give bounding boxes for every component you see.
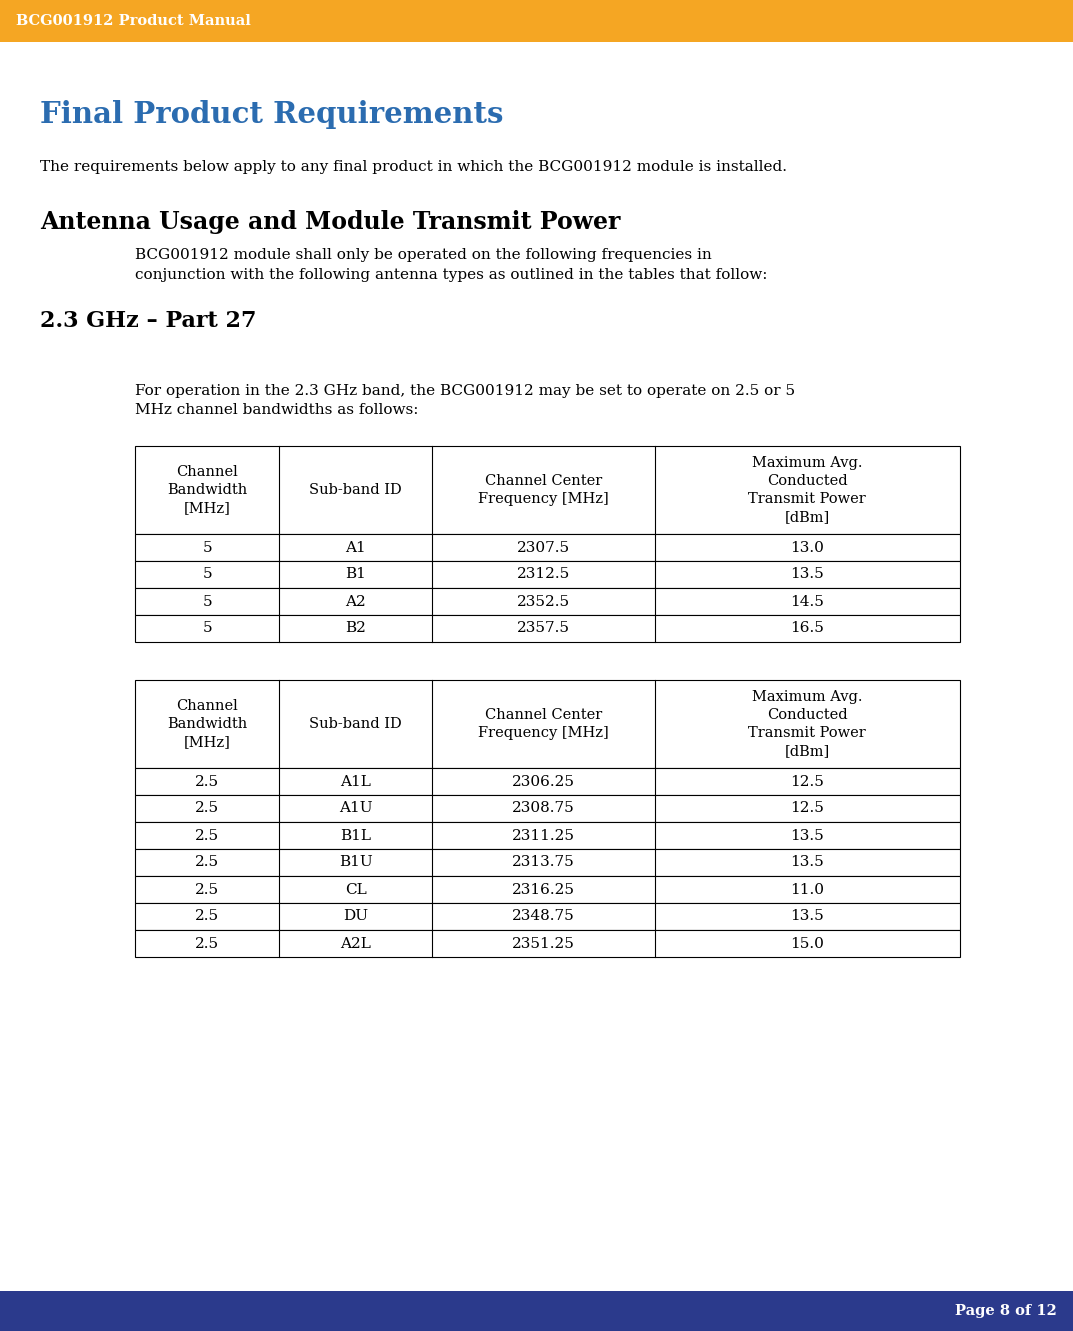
Text: DU: DU <box>343 909 368 924</box>
Text: 2308.75: 2308.75 <box>512 801 575 816</box>
Text: Final Product Requirements: Final Product Requirements <box>40 100 503 129</box>
Text: 16.5: 16.5 <box>791 622 824 635</box>
Bar <box>135 823 960 849</box>
Bar <box>135 680 960 768</box>
Bar <box>135 615 960 642</box>
Text: 12.5: 12.5 <box>791 775 824 788</box>
Bar <box>135 560 960 588</box>
Text: A1U: A1U <box>339 801 372 816</box>
Text: B1L: B1L <box>340 828 371 843</box>
Text: Maximum Avg.
Conducted
Transmit Power
[dBm]: Maximum Avg. Conducted Transmit Power [d… <box>749 691 866 757</box>
Bar <box>135 588 960 615</box>
Text: 2.5: 2.5 <box>195 801 219 816</box>
Text: B2: B2 <box>346 622 366 635</box>
Text: BCG001912 module shall only be operated on the following frequencies in
conjunct: BCG001912 module shall only be operated … <box>135 248 767 281</box>
Text: 5: 5 <box>203 595 212 608</box>
Text: 2.5: 2.5 <box>195 775 219 788</box>
Text: The requirements below apply to any final product in which the BCG001912 module : The requirements below apply to any fina… <box>40 160 787 174</box>
Text: 2.5: 2.5 <box>195 937 219 950</box>
Text: 13.5: 13.5 <box>791 828 824 843</box>
Text: BCG001912 Product Manual: BCG001912 Product Manual <box>16 15 251 28</box>
Text: Channel
Bandwidth
[MHz]: Channel Bandwidth [MHz] <box>167 465 247 515</box>
Text: B1: B1 <box>346 567 366 582</box>
Text: Antenna Usage and Module Transmit Power: Antenna Usage and Module Transmit Power <box>40 210 620 234</box>
Text: 15.0: 15.0 <box>791 937 824 950</box>
Bar <box>0 0 1073 43</box>
Text: A1: A1 <box>346 540 366 555</box>
Text: 2352.5: 2352.5 <box>517 595 570 608</box>
Text: 2.5: 2.5 <box>195 828 219 843</box>
Text: A2: A2 <box>346 595 366 608</box>
Text: CL: CL <box>344 882 367 897</box>
Bar <box>135 849 960 876</box>
Text: A2L: A2L <box>340 937 371 950</box>
Text: A1L: A1L <box>340 775 371 788</box>
Text: 2351.25: 2351.25 <box>512 937 575 950</box>
Text: 2.5: 2.5 <box>195 909 219 924</box>
Text: 5: 5 <box>203 622 212 635</box>
Text: 2306.25: 2306.25 <box>512 775 575 788</box>
Bar <box>135 876 960 902</box>
Text: Sub-band ID: Sub-band ID <box>309 483 402 496</box>
Bar <box>135 446 960 534</box>
Text: Page 8 of 12: Page 8 of 12 <box>955 1304 1057 1318</box>
Text: Channel Center
Frequency [MHz]: Channel Center Frequency [MHz] <box>477 708 608 740</box>
Text: Sub-band ID: Sub-band ID <box>309 717 402 731</box>
Text: For operation in the 2.3 GHz band, the BCG001912 may be set to operate on 2.5 or: For operation in the 2.3 GHz band, the B… <box>135 385 795 418</box>
Text: Channel
Bandwidth
[MHz]: Channel Bandwidth [MHz] <box>167 699 247 749</box>
Text: 13.0: 13.0 <box>791 540 824 555</box>
Text: Channel Center
Frequency [MHz]: Channel Center Frequency [MHz] <box>477 474 608 506</box>
Text: 13.5: 13.5 <box>791 909 824 924</box>
Text: 2311.25: 2311.25 <box>512 828 575 843</box>
Text: 2357.5: 2357.5 <box>517 622 570 635</box>
Text: 5: 5 <box>203 540 212 555</box>
Text: 2.5: 2.5 <box>195 882 219 897</box>
Text: 2307.5: 2307.5 <box>517 540 570 555</box>
Text: 2312.5: 2312.5 <box>517 567 570 582</box>
Text: 12.5: 12.5 <box>791 801 824 816</box>
Bar <box>135 902 960 930</box>
Text: 2316.25: 2316.25 <box>512 882 575 897</box>
Bar <box>135 768 960 795</box>
Bar <box>135 534 960 560</box>
Text: B1U: B1U <box>339 856 372 869</box>
Text: 14.5: 14.5 <box>791 595 824 608</box>
Text: 11.0: 11.0 <box>791 882 824 897</box>
Text: 13.5: 13.5 <box>791 856 824 869</box>
Text: 2313.75: 2313.75 <box>512 856 575 869</box>
Text: 2.5: 2.5 <box>195 856 219 869</box>
Text: 2.3 GHz – Part 27: 2.3 GHz – Part 27 <box>40 310 256 331</box>
Text: 5: 5 <box>203 567 212 582</box>
Text: 2348.75: 2348.75 <box>512 909 575 924</box>
Bar <box>135 795 960 823</box>
Text: Maximum Avg.
Conducted
Transmit Power
[dBm]: Maximum Avg. Conducted Transmit Power [d… <box>749 457 866 524</box>
Bar <box>0 1291 1073 1331</box>
Text: 13.5: 13.5 <box>791 567 824 582</box>
Bar <box>135 930 960 957</box>
